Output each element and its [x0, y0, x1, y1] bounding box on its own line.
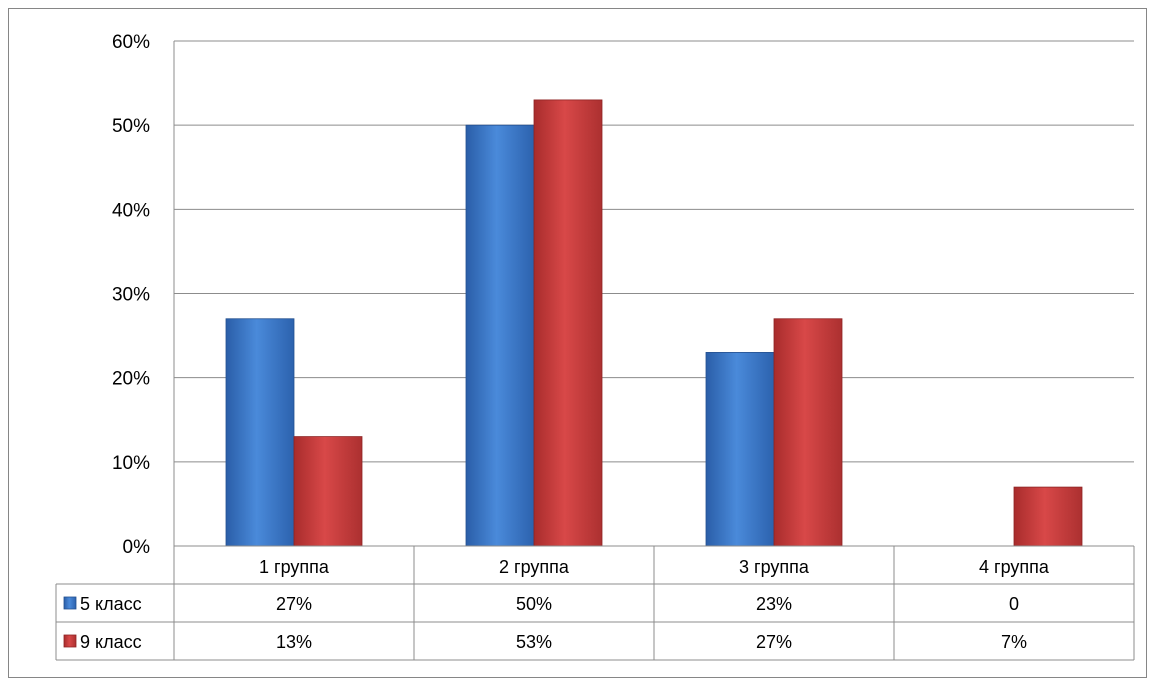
data-table-cell: 50%: [516, 594, 552, 614]
legend-label: 5 класс: [80, 594, 142, 614]
y-tick-label: 50%: [112, 116, 150, 137]
bar-series1: [465, 124, 535, 547]
bar-series2: [533, 99, 603, 547]
y-tick-label: 60%: [112, 32, 150, 53]
data-table-cell: 53%: [516, 632, 552, 652]
data-table-cell: 13%: [276, 632, 312, 652]
x-category-label: 4 группа: [979, 557, 1050, 577]
data-table-cell: 27%: [756, 632, 792, 652]
x-category-label: 3 группа: [739, 557, 810, 577]
x-category-label: 2 группа: [499, 557, 570, 577]
bar-series1: [705, 352, 775, 547]
data-table-cell: 0: [1009, 594, 1019, 614]
y-tick-label: 30%: [112, 285, 150, 306]
legend-key-series2: [63, 634, 77, 648]
legend-label: 9 класс: [80, 632, 142, 652]
data-table-cell: 23%: [756, 594, 792, 614]
bar-chart: 0% 10% 20% 30% 40% 50% 60% 1 группа 2 группа 3 г…: [55, 32, 1135, 661]
x-category-label: 1 группа: [259, 557, 330, 577]
bar-series2: [773, 318, 843, 547]
chart-frame: 0% 10% 20% 30% 40% 50% 60% 1 группа 2 группа 3 г…: [8, 8, 1147, 678]
y-tick-label: 10%: [112, 453, 150, 474]
data-table-cell: 7%: [1001, 632, 1027, 652]
y-tick-label: 40%: [112, 200, 150, 221]
y-tick-label: 0%: [123, 537, 151, 558]
bar-series2: [1013, 486, 1083, 547]
y-tick-label: 20%: [112, 369, 150, 390]
bar-series2: [293, 436, 363, 547]
bar-series1: [225, 318, 295, 547]
data-table-cell: 27%: [276, 594, 312, 614]
legend-key-series1: [63, 596, 77, 610]
